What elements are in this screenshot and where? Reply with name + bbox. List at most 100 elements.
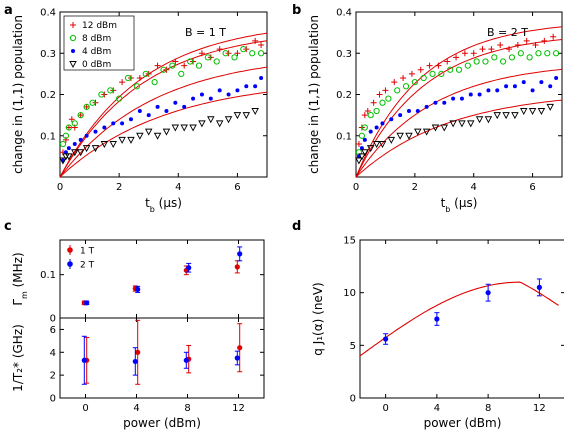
panel-a-data-point bbox=[164, 109, 169, 113]
panel-b-data-point bbox=[519, 108, 528, 115]
panel-a-data-point bbox=[226, 92, 231, 97]
panel-b-data-point bbox=[506, 46, 513, 53]
panel-a-fit-curve bbox=[59, 66, 268, 178]
panel-b-ytick-label: 0.4 bbox=[336, 8, 352, 19]
panel-b-data-point bbox=[544, 50, 551, 57]
panel-a-data-point bbox=[59, 140, 67, 148]
panel-b-data-point bbox=[497, 42, 504, 48]
panel-b-data-point bbox=[361, 124, 368, 131]
panel-a-data-point bbox=[234, 50, 241, 57]
panel-b-xtick-label: 0 bbox=[353, 182, 359, 193]
panel-b-data-point bbox=[554, 76, 559, 80]
panel-b-data-point bbox=[488, 46, 495, 53]
panel-c-bottom-ytick-label: 4 bbox=[50, 348, 56, 359]
panel-b-data-point bbox=[500, 58, 507, 65]
panel-a-data-point bbox=[217, 88, 222, 93]
panel-c-bottom-xtick-label: 4 bbox=[133, 403, 139, 414]
panel-a-legend-label: 4 dBm bbox=[82, 47, 111, 57]
panel-a-data-point bbox=[160, 66, 167, 73]
panel-c-bottom-xtick-label: 12 bbox=[232, 403, 245, 414]
panel-b-data-point bbox=[468, 92, 473, 97]
panel-b-ytick-label: 0.2 bbox=[336, 90, 352, 101]
panel-a-xtick-label: 6 bbox=[234, 182, 240, 193]
panel-a-data-point bbox=[253, 84, 258, 89]
panel-c-bottom-data-point bbox=[237, 345, 243, 351]
panel-a-data-point bbox=[144, 128, 153, 136]
panel-b-data-point bbox=[517, 50, 524, 57]
panel-a-data-point bbox=[63, 150, 68, 155]
panel-a-data-point bbox=[136, 75, 143, 81]
panel-b-data-point bbox=[355, 141, 362, 147]
panel-label-d: d bbox=[292, 219, 301, 234]
panel-c-top-chart: 0 0.1 1 T 2 T Γm (MHz) bbox=[11, 239, 265, 325]
panel-b-data-point bbox=[372, 141, 381, 148]
panel-b-data-point bbox=[420, 74, 427, 82]
panel-c-top-data-point bbox=[186, 265, 192, 271]
panel-c-bottom-ytick-label: 6 bbox=[50, 325, 56, 336]
panel-a-ytick-label: 0.4 bbox=[40, 8, 56, 19]
panel-b-data-point bbox=[400, 75, 407, 81]
panel-a-yaxis-label: change in (1,1) population bbox=[11, 15, 25, 174]
panel-d-data-point bbox=[536, 284, 542, 290]
panel-a-data-point bbox=[151, 79, 158, 86]
panel-b-data-point bbox=[414, 128, 422, 136]
panel-b-data-point bbox=[359, 146, 364, 151]
panel-a-ytick-label: 0.3 bbox=[40, 49, 56, 60]
panel-b-data-point bbox=[376, 91, 383, 98]
panel-b-data-point bbox=[415, 109, 420, 113]
panel-a-data-point bbox=[257, 50, 265, 57]
panel-a-ytick-label: 0.2 bbox=[40, 90, 56, 101]
panel-c-bottom-ytick-label: 2 bbox=[50, 371, 56, 382]
panel-b-data-point bbox=[550, 33, 557, 40]
panel-c-bottom-xtick-label: 8 bbox=[184, 403, 190, 414]
panel-b-data-point bbox=[449, 120, 457, 128]
panel-b-xtick-label: 6 bbox=[529, 182, 535, 193]
panel-b-data-point bbox=[528, 108, 537, 115]
panel-b-data-point bbox=[387, 136, 396, 144]
panel-a-data-point bbox=[187, 58, 194, 65]
panel-a-data-point bbox=[213, 58, 220, 65]
panel-a-data-point bbox=[72, 142, 77, 146]
panel-d-ytick-label: 5 bbox=[350, 341, 356, 352]
panel-b-data-point bbox=[385, 95, 392, 102]
panel-a-xtick-label: 2 bbox=[116, 182, 122, 193]
panel-b-xtick-label: 4 bbox=[471, 182, 477, 193]
panel-b-data-point bbox=[514, 42, 521, 48]
panel-b-data-point bbox=[482, 58, 489, 65]
panel-d-data-point bbox=[434, 316, 440, 322]
panel-a-data-point bbox=[173, 100, 178, 105]
panel-a-data-point bbox=[199, 92, 204, 97]
panel-a-data-point bbox=[133, 83, 140, 90]
panel-b-data-point bbox=[470, 50, 477, 57]
panel-b-data-point bbox=[530, 88, 535, 93]
panel-d-chart: 0 4 8 12 0 5 10 15 power (dBm) q J₁(α) (neV) bbox=[311, 236, 564, 430]
panel-b-data-point bbox=[411, 79, 418, 86]
panel-b-data-point bbox=[406, 109, 411, 113]
panel-b-data-point bbox=[389, 117, 394, 122]
panel-b-data-point bbox=[433, 100, 438, 105]
panel-b-fit-curve bbox=[355, 26, 563, 178]
panel-a-data-point bbox=[191, 96, 196, 101]
panel-a-data-point bbox=[181, 62, 188, 69]
panel-b-data-point bbox=[539, 80, 544, 85]
panel-a-data-point bbox=[71, 120, 78, 127]
panel-c-bottom-data-point bbox=[132, 358, 138, 365]
panel-b-data-point bbox=[495, 88, 500, 93]
panel-b-data-point bbox=[405, 132, 413, 140]
panel-a-xtick-label: 0 bbox=[57, 182, 63, 193]
panel-a-data-point bbox=[180, 124, 188, 132]
panel-b-data-point bbox=[402, 83, 410, 90]
panel-c-top-ytick-label: 0 bbox=[50, 314, 56, 325]
panel-b-data-point bbox=[366, 145, 375, 153]
panel-c-top-data-point bbox=[135, 286, 141, 292]
panel-c-bottom-xaxis-label: power (dBm) bbox=[123, 416, 201, 430]
panel-b-data-point bbox=[526, 54, 533, 61]
panel-b-data-point bbox=[475, 116, 484, 124]
panel-a-data-point bbox=[224, 116, 233, 124]
panel-b-data-point bbox=[394, 87, 401, 94]
panel-b-data-point bbox=[396, 132, 404, 140]
panel-b-data-point bbox=[438, 70, 445, 77]
panel-a-data-point bbox=[189, 124, 197, 132]
panel-b-field-annotation: B = 2 T bbox=[487, 26, 528, 39]
panel-c-bottom-ytick-label: 0 bbox=[50, 394, 56, 405]
